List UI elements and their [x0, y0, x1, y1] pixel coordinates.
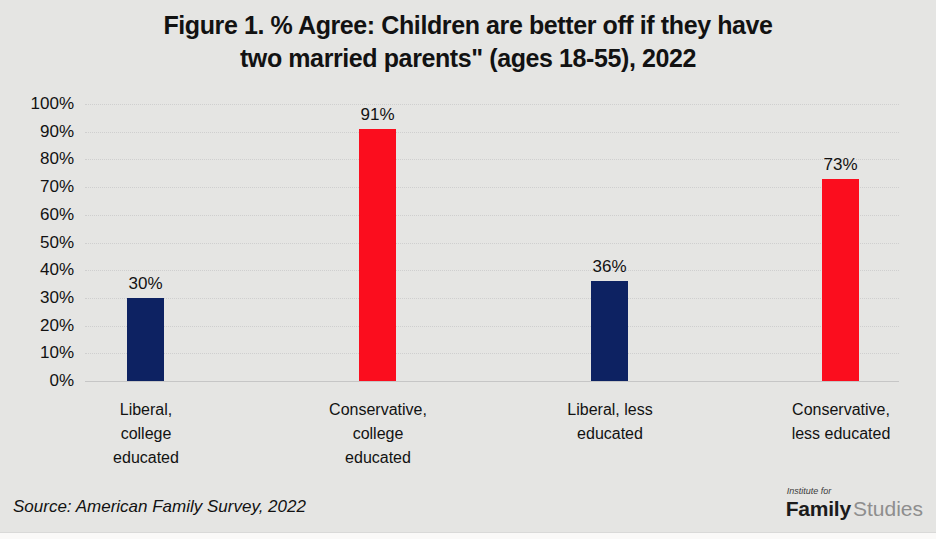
bar-value-label: 30% — [128, 274, 162, 294]
ifs-logo: Institute for FamilyStudies — [786, 487, 923, 519]
gridline — [85, 215, 899, 216]
bar-value-label: 91% — [360, 105, 394, 125]
bar-column-conservative-less: 73% — [822, 104, 859, 381]
y-tick-label: 50% — [40, 233, 74, 253]
y-tick-label: 60% — [40, 205, 74, 225]
y-tick-label: 0% — [49, 371, 74, 391]
ifs-logo-institute-for: Institute for — [787, 487, 923, 496]
plot-area: 30% 91% 36% 73% — [85, 104, 899, 381]
x-category-label: Liberal, less educated — [525, 398, 695, 446]
ifs-logo-wordmark: FamilyStudies — [786, 498, 923, 519]
bar-conservative-less-educated — [822, 179, 859, 381]
gridline — [85, 104, 899, 105]
gridline — [85, 187, 899, 188]
y-tick-label: 10% — [40, 343, 74, 363]
baseline-gridline — [85, 381, 899, 382]
bottom-strip — [0, 532, 936, 539]
bar-liberal-college-educated — [127, 298, 164, 381]
source-note: Source: American Family Survey, 2022 — [13, 497, 306, 517]
chart-title: Figure 1. % Agree: Children are better o… — [0, 9, 936, 75]
gridline — [85, 243, 899, 244]
y-tick-label: 90% — [40, 122, 74, 142]
bar-conservative-college-educated — [359, 129, 396, 381]
x-category-label: Conservative, college educated — [293, 398, 463, 470]
bar-value-label: 36% — [592, 257, 626, 277]
bar-value-label: 73% — [823, 155, 857, 175]
x-category-label: Conservative, less educated — [756, 398, 926, 446]
y-tick-label: 30% — [40, 288, 74, 308]
y-axis: 100% 90% 80% 70% 60% 50% 40% 30% 20% 10%… — [0, 104, 76, 381]
chart-title-line1: Figure 1. % Agree: Children are better o… — [0, 9, 936, 42]
gridline — [85, 159, 899, 160]
y-tick-label: 20% — [40, 316, 74, 336]
bar-column-conservative-college: 91% — [359, 104, 396, 381]
y-tick-label: 70% — [40, 177, 74, 197]
y-tick-label: 40% — [40, 260, 74, 280]
bar-liberal-less-educated — [591, 281, 628, 381]
y-tick-label: 100% — [31, 94, 74, 114]
gridline — [85, 298, 899, 299]
figure-container: Figure 1. % Agree: Children are better o… — [0, 0, 936, 539]
bar-column-liberal-less: 36% — [591, 104, 628, 381]
ifs-logo-studies: Studies — [853, 497, 923, 520]
chart-title-line2: two married parents" (ages 18-55), 2022 — [0, 42, 936, 75]
ifs-logo-family: Family — [786, 497, 851, 520]
x-category-label: Liberal, college educated — [61, 398, 231, 470]
gridline — [85, 270, 899, 271]
gridline — [85, 132, 899, 133]
gridline — [85, 326, 899, 327]
bar-column-liberal-college: 30% — [127, 104, 164, 381]
x-axis-labels: Liberal, college educated Conservative, … — [0, 398, 936, 478]
gridline — [85, 353, 899, 354]
y-tick-label: 80% — [40, 149, 74, 169]
